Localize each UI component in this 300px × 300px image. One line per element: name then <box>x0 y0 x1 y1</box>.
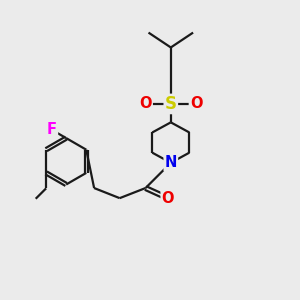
Text: S: S <box>165 95 177 113</box>
Text: F: F <box>47 122 57 137</box>
Text: O: O <box>190 96 202 111</box>
Text: O: O <box>139 96 152 111</box>
Text: O: O <box>162 191 174 206</box>
Text: N: N <box>165 155 177 170</box>
